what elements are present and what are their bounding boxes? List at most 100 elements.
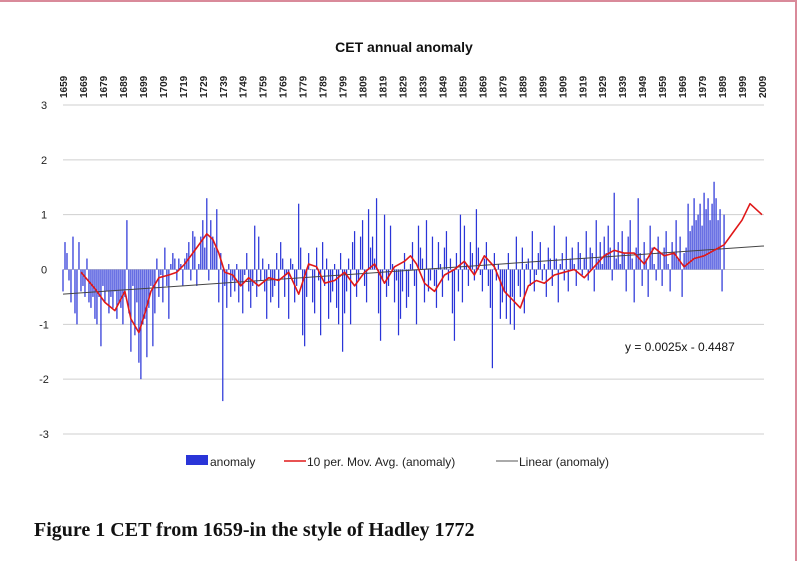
- x-tick-label: 1759: [259, 75, 270, 98]
- anomaly-bar: [222, 269, 224, 402]
- anomaly-bar: [613, 192, 615, 270]
- anomaly-bar: [417, 225, 420, 270]
- anomaly-bar: [419, 247, 422, 270]
- x-tick-label: 1709: [159, 75, 170, 98]
- anomaly-bar: [170, 264, 172, 270]
- anomaly-bar: [457, 269, 460, 292]
- x-tick-label: 1879: [498, 75, 509, 98]
- anomaly-bar: [439, 264, 442, 270]
- anomaly-bar: [341, 269, 344, 352]
- x-tick-label: 1789: [319, 75, 330, 98]
- anomaly-bar: [150, 269, 152, 286]
- x-tick-label: 1689: [119, 75, 130, 98]
- anomaly-bar: [471, 253, 474, 270]
- anomaly-bar: [413, 269, 416, 286]
- anomaly-bar: [497, 264, 499, 270]
- anomaly-bar: [351, 242, 354, 270]
- anomaly-bar: [216, 209, 218, 270]
- anomaly-bar: [190, 269, 192, 281]
- anomaly-bar: [459, 214, 462, 270]
- anomaly-bar: [489, 269, 492, 308]
- anomaly-bar: [453, 269, 456, 341]
- anomaly-bar: [198, 264, 200, 270]
- anomaly-bar: [310, 269, 312, 271]
- anomaly-bar: [633, 269, 635, 303]
- anomaly-bar: [72, 236, 74, 270]
- anomaly-bar: [507, 253, 509, 270]
- anomaly-bar: [106, 269, 108, 292]
- anomaly-bar: [86, 258, 88, 270]
- anomaly-bar: [395, 269, 398, 281]
- anomaly-bar: [262, 258, 264, 270]
- anomaly-bar: [114, 269, 116, 292]
- anomaly-bar: [276, 253, 278, 270]
- anomaly-bar: [258, 236, 260, 270]
- anomaly-bar: [381, 269, 384, 281]
- anomaly-bar: [391, 264, 394, 270]
- anomaly-bar: [667, 264, 669, 270]
- x-tick-label: 1749: [239, 75, 250, 98]
- anomaly-bar: [238, 269, 240, 303]
- anomaly-bar: [595, 220, 597, 270]
- anomaly-bar: [487, 269, 490, 286]
- x-tick-label: 1819: [379, 75, 390, 98]
- anomaly-bar: [66, 253, 68, 270]
- anomaly-bar: [68, 269, 70, 281]
- anomaly-bar: [623, 253, 625, 270]
- anomaly-bar: [180, 264, 182, 270]
- anomaly-bar: [485, 242, 488, 270]
- anomaly-bar: [427, 269, 430, 292]
- anomaly-bar: [397, 269, 400, 336]
- anomaly-bar: [697, 214, 699, 270]
- anomaly-bar: [665, 231, 667, 270]
- anomaly-bar: [172, 253, 174, 270]
- anomaly-bar: [393, 269, 396, 303]
- x-tick-label: 1839: [418, 75, 429, 98]
- anomaly-bar: [318, 269, 320, 281]
- anomaly-bar: [431, 236, 434, 270]
- anomaly-bar: [347, 258, 350, 270]
- anomaly-bar: [110, 269, 112, 297]
- anomaly-bar: [715, 198, 717, 270]
- anomaly-bar: [527, 258, 529, 270]
- anomaly-bar: [479, 269, 482, 275]
- anomaly-bar: [240, 269, 242, 286]
- anomaly-bar: [547, 247, 549, 270]
- anomaly-bar: [409, 264, 412, 270]
- anomaly-bar: [597, 258, 599, 270]
- anomaly-bar: [569, 258, 571, 270]
- anomaly-bar: [337, 269, 340, 325]
- anomaly-bar: [353, 231, 356, 270]
- anomaly-bar: [621, 231, 623, 270]
- anomaly-bar: [132, 269, 134, 286]
- anomaly-bar: [126, 220, 128, 270]
- anomaly-bar: [369, 247, 372, 270]
- anomaly-bar: [302, 269, 304, 336]
- anomaly-bar: [120, 269, 122, 308]
- anomaly-bar: [333, 264, 336, 270]
- anomaly-bar: [675, 220, 677, 270]
- anomaly-bar: [268, 264, 270, 270]
- anomaly-bar: [142, 269, 144, 325]
- anomaly-bar: [405, 269, 408, 308]
- anomaly-bar: [513, 269, 515, 330]
- x-tick-label: 1999: [738, 75, 749, 98]
- anomaly-bar: [619, 264, 621, 270]
- anomaly-bar: [166, 269, 168, 286]
- anomaly-bar: [84, 269, 86, 297]
- anomaly-bar: [535, 269, 537, 275]
- anomaly-bar: [577, 242, 579, 270]
- y-tick-label: -2: [39, 374, 49, 386]
- labels: 3 2 1 0 -1 -2 -3 1659 1669 1679 1689 1699 1709 1719 17…: [39, 75, 769, 441]
- anomaly-bar: [483, 258, 486, 270]
- anomaly-bar: [549, 258, 551, 270]
- anomaly-bar: [136, 269, 138, 303]
- anomaly-bar: [152, 269, 154, 347]
- anomaly-bar: [411, 242, 414, 270]
- anomaly-bar: [160, 269, 162, 275]
- anomaly-bar: [721, 269, 723, 292]
- anomaly-bar: [188, 242, 190, 270]
- anomaly-bar: [639, 253, 641, 270]
- anomaly-bar: [587, 269, 589, 281]
- anomaly-bar: [224, 269, 226, 286]
